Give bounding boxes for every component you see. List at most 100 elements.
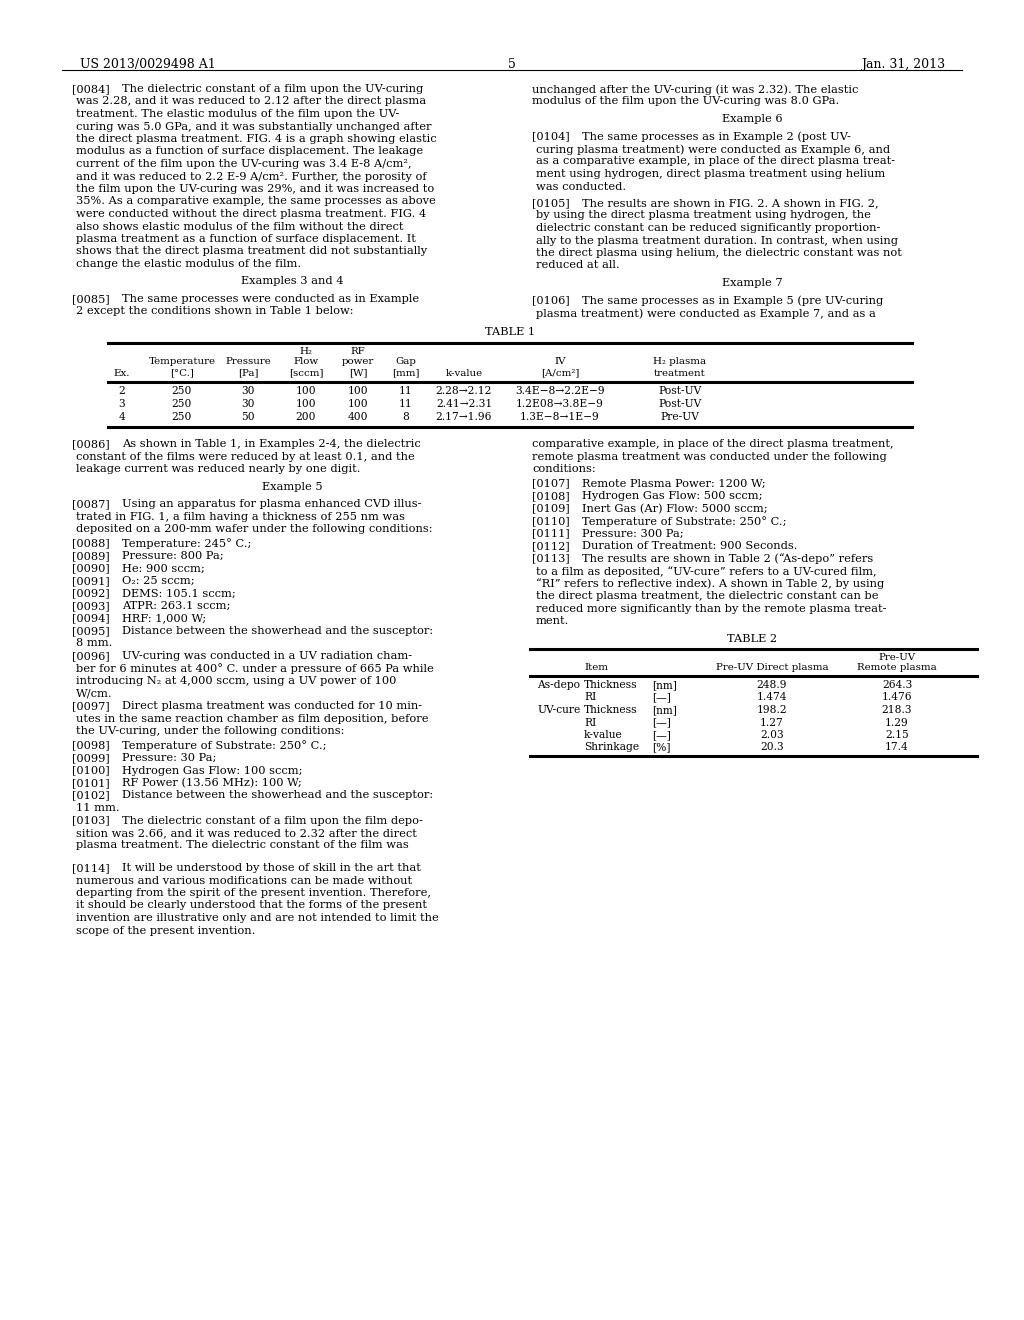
- Text: The results are shown in Table 2 (“As-depo” refers: The results are shown in Table 2 (“As-de…: [582, 553, 873, 564]
- Text: unchanged after the UV-curing (it was 2.32). The elastic: unchanged after the UV-curing (it was 2.…: [532, 84, 858, 95]
- Text: 2.28→2.12: 2.28→2.12: [436, 385, 493, 396]
- Text: 3: 3: [119, 399, 125, 409]
- Text: Thickness: Thickness: [584, 705, 638, 715]
- Text: DEMS: 105.1 sccm;: DEMS: 105.1 sccm;: [122, 589, 236, 598]
- Text: change the elastic modulus of the film.: change the elastic modulus of the film.: [76, 259, 301, 269]
- Text: [0089]: [0089]: [72, 550, 110, 561]
- Text: Item: Item: [584, 664, 608, 672]
- Text: [0100]: [0100]: [72, 766, 110, 776]
- Text: The same processes were conducted as in Example: The same processes were conducted as in …: [122, 294, 419, 304]
- Text: 1.2E08→3.8E−9: 1.2E08→3.8E−9: [516, 399, 604, 409]
- Text: The dielectric constant of a film upon the film depo-: The dielectric constant of a film upon t…: [122, 816, 423, 825]
- Text: [0109]: [0109]: [532, 503, 569, 513]
- Text: Duration of Treatment: 900 Seconds.: Duration of Treatment: 900 Seconds.: [582, 541, 798, 550]
- Text: 17.4: 17.4: [885, 742, 909, 752]
- Text: 2.41→2.31: 2.41→2.31: [436, 399, 493, 409]
- Text: plasma treatment. The dielectric constant of the film was: plasma treatment. The dielectric constan…: [76, 841, 409, 850]
- Text: 1.29: 1.29: [885, 718, 909, 727]
- Text: Hydrogen Gas Flow: 100 sccm;: Hydrogen Gas Flow: 100 sccm;: [122, 766, 302, 776]
- Text: [0114]: [0114]: [72, 863, 110, 873]
- Text: Ex.: Ex.: [114, 368, 130, 378]
- Text: 400: 400: [348, 412, 369, 422]
- Text: conditions:: conditions:: [532, 465, 596, 474]
- Text: Temperature of Substrate: 250° C.;: Temperature of Substrate: 250° C.;: [122, 741, 327, 751]
- Text: Pre-UV: Pre-UV: [660, 412, 699, 422]
- Text: reduced more significantly than by the remote plasma treat-: reduced more significantly than by the r…: [536, 603, 887, 614]
- Text: [0105]: [0105]: [532, 198, 569, 209]
- Text: Flow: Flow: [294, 356, 318, 366]
- Text: [nm]: [nm]: [652, 680, 677, 690]
- Text: The dielectric constant of a film upon the UV-curing: The dielectric constant of a film upon t…: [122, 84, 423, 94]
- Text: Pre-UV: Pre-UV: [879, 653, 915, 663]
- Text: 100: 100: [296, 399, 316, 409]
- Text: the direct plasma using helium, the dielectric constant was not: the direct plasma using helium, the diel…: [536, 248, 902, 257]
- Text: The same processes as in Example 2 (post UV-: The same processes as in Example 2 (post…: [582, 132, 851, 143]
- Text: Using an apparatus for plasma enhanced CVD illus-: Using an apparatus for plasma enhanced C…: [122, 499, 422, 510]
- Text: Post-UV: Post-UV: [658, 385, 701, 396]
- Text: 2 except the conditions shown in Table 1 below:: 2 except the conditions shown in Table 1…: [76, 306, 353, 317]
- Text: 250: 250: [172, 412, 193, 422]
- Text: curing was 5.0 GPa, and it was substantially unchanged after: curing was 5.0 GPa, and it was substanti…: [76, 121, 431, 132]
- Text: Temperature: Temperature: [148, 356, 215, 366]
- Text: 100: 100: [348, 385, 369, 396]
- Text: modulus as a function of surface displacement. The leakage: modulus as a function of surface displac…: [76, 147, 423, 157]
- Text: 20.3: 20.3: [760, 742, 783, 752]
- Text: [0093]: [0093]: [72, 601, 110, 611]
- Text: [0103]: [0103]: [72, 816, 110, 825]
- Text: k-value: k-value: [445, 368, 482, 378]
- Text: [0101]: [0101]: [72, 777, 110, 788]
- Text: leakage current was reduced nearly by one digit.: leakage current was reduced nearly by on…: [76, 465, 360, 474]
- Text: 1.474: 1.474: [757, 693, 787, 702]
- Text: H₂ plasma: H₂ plasma: [653, 356, 707, 366]
- Text: constant of the films were reduced by at least 0.1, and the: constant of the films were reduced by at…: [76, 451, 415, 462]
- Text: The results are shown in FIG. 2. A shown in FIG. 2,: The results are shown in FIG. 2. A shown…: [582, 198, 879, 209]
- Text: [W]: [W]: [349, 368, 368, 378]
- Text: as a comparative example, in place of the direct plasma treat-: as a comparative example, in place of th…: [536, 157, 895, 166]
- Text: As shown in Table 1, in Examples 2-4, the dielectric: As shown in Table 1, in Examples 2-4, th…: [122, 440, 421, 449]
- Text: 8: 8: [402, 412, 410, 422]
- Text: [0087]: [0087]: [72, 499, 110, 510]
- Text: 35%. As a comparative example, the same processes as above: 35%. As a comparative example, the same …: [76, 197, 436, 206]
- Text: TABLE 2: TABLE 2: [727, 634, 777, 644]
- Text: also shows elastic modulus of the film without the direct: also shows elastic modulus of the film w…: [76, 222, 403, 231]
- Text: the direct plasma treatment, the dielectric constant can be: the direct plasma treatment, the dielect…: [536, 591, 879, 601]
- Text: [0096]: [0096]: [72, 651, 110, 661]
- Text: RI: RI: [584, 718, 596, 727]
- Text: Pressure: Pressure: [225, 356, 271, 366]
- Text: 2.03: 2.03: [760, 730, 783, 741]
- Text: [°C.]: [°C.]: [170, 368, 194, 378]
- Text: [0113]: [0113]: [532, 553, 569, 564]
- Text: Gap: Gap: [395, 356, 417, 366]
- Text: [0104]: [0104]: [532, 132, 569, 141]
- Text: The same processes as in Example 5 (pre UV-curing: The same processes as in Example 5 (pre …: [582, 296, 884, 306]
- Text: “RI” refers to reflective index). A shown in Table 2, by using: “RI” refers to reflective index). A show…: [536, 578, 885, 589]
- Text: IV: IV: [554, 356, 565, 366]
- Text: current of the film upon the UV-curing was 3.4 E-8 A/cm²,: current of the film upon the UV-curing w…: [76, 158, 412, 169]
- Text: modulus of the film upon the UV-curing was 8.0 GPa.: modulus of the film upon the UV-curing w…: [532, 96, 840, 107]
- Text: 2: 2: [119, 385, 125, 396]
- Text: 3.4E−8→2.2E−9: 3.4E−8→2.2E−9: [515, 385, 605, 396]
- Text: [0108]: [0108]: [532, 491, 569, 502]
- Text: 50: 50: [242, 412, 255, 422]
- Text: by using the direct plasma treatment using hydrogen, the: by using the direct plasma treatment usi…: [536, 210, 870, 220]
- Text: [A/cm²]: [A/cm²]: [541, 368, 580, 378]
- Text: 30: 30: [242, 385, 255, 396]
- Text: Shrinkage: Shrinkage: [584, 742, 639, 752]
- Text: comparative example, in place of the direct plasma treatment,: comparative example, in place of the dir…: [532, 440, 894, 449]
- Text: were conducted without the direct plasma treatment. FIG. 4: were conducted without the direct plasma…: [76, 209, 426, 219]
- Text: plasma treatment) were conducted as Example 7, and as a: plasma treatment) were conducted as Exam…: [536, 308, 876, 318]
- Text: plasma treatment as a function of surface displacement. It: plasma treatment as a function of surfac…: [76, 234, 416, 244]
- Text: introducing N₂ at 4,000 sccm, using a UV power of 100: introducing N₂ at 4,000 sccm, using a UV…: [76, 676, 396, 686]
- Text: Pressure: 30 Pa;: Pressure: 30 Pa;: [122, 752, 216, 763]
- Text: US 2013/0029498 A1: US 2013/0029498 A1: [80, 58, 216, 71]
- Text: 200: 200: [296, 412, 316, 422]
- Text: He: 900 sccm;: He: 900 sccm;: [122, 564, 205, 573]
- Text: [mm]: [mm]: [392, 368, 420, 378]
- Text: the film upon the UV-curing was 29%, and it was increased to: the film upon the UV-curing was 29%, and…: [76, 183, 434, 194]
- Text: 1.27: 1.27: [760, 718, 784, 727]
- Text: to a film as deposited, “UV-cure” refers to a UV-cured film,: to a film as deposited, “UV-cure” refers…: [536, 566, 877, 577]
- Text: [—]: [—]: [652, 693, 671, 702]
- Text: 100: 100: [296, 385, 316, 396]
- Text: [0092]: [0092]: [72, 589, 110, 598]
- Text: [0085]: [0085]: [72, 294, 110, 304]
